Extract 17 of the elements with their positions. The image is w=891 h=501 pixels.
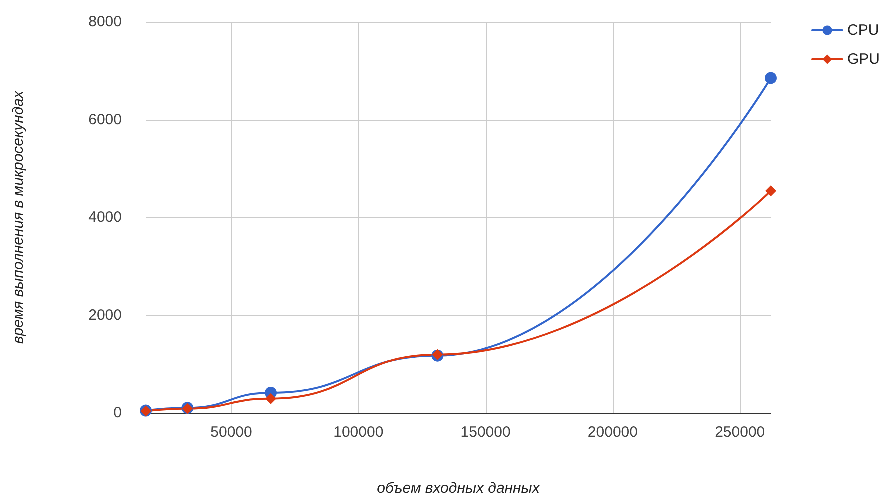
- legend-label: CPU: [847, 22, 880, 39]
- point: [766, 186, 776, 197]
- point: [266, 393, 276, 404]
- y-tick-label: 0: [114, 404, 122, 422]
- x-tick-label: 150000: [460, 424, 511, 441]
- y-tick-label: 2000: [88, 306, 122, 324]
- y-axis-title: время выполнения в микросекундах: [10, 90, 27, 344]
- x-tick-label: 50000: [210, 424, 252, 441]
- x-tick-label: 200000: [588, 424, 638, 441]
- point: [765, 72, 777, 84]
- x-axis-title: объем входных данных: [377, 480, 540, 497]
- y-tick-label: 6000: [88, 111, 122, 128]
- y-tick-label: 4000: [88, 209, 122, 226]
- x-tick-label: 250000: [715, 424, 766, 441]
- x-tick-label: 100000: [334, 424, 384, 441]
- y-tick-label: 8000: [88, 14, 122, 30]
- legend-label: GPU: [847, 51, 880, 68]
